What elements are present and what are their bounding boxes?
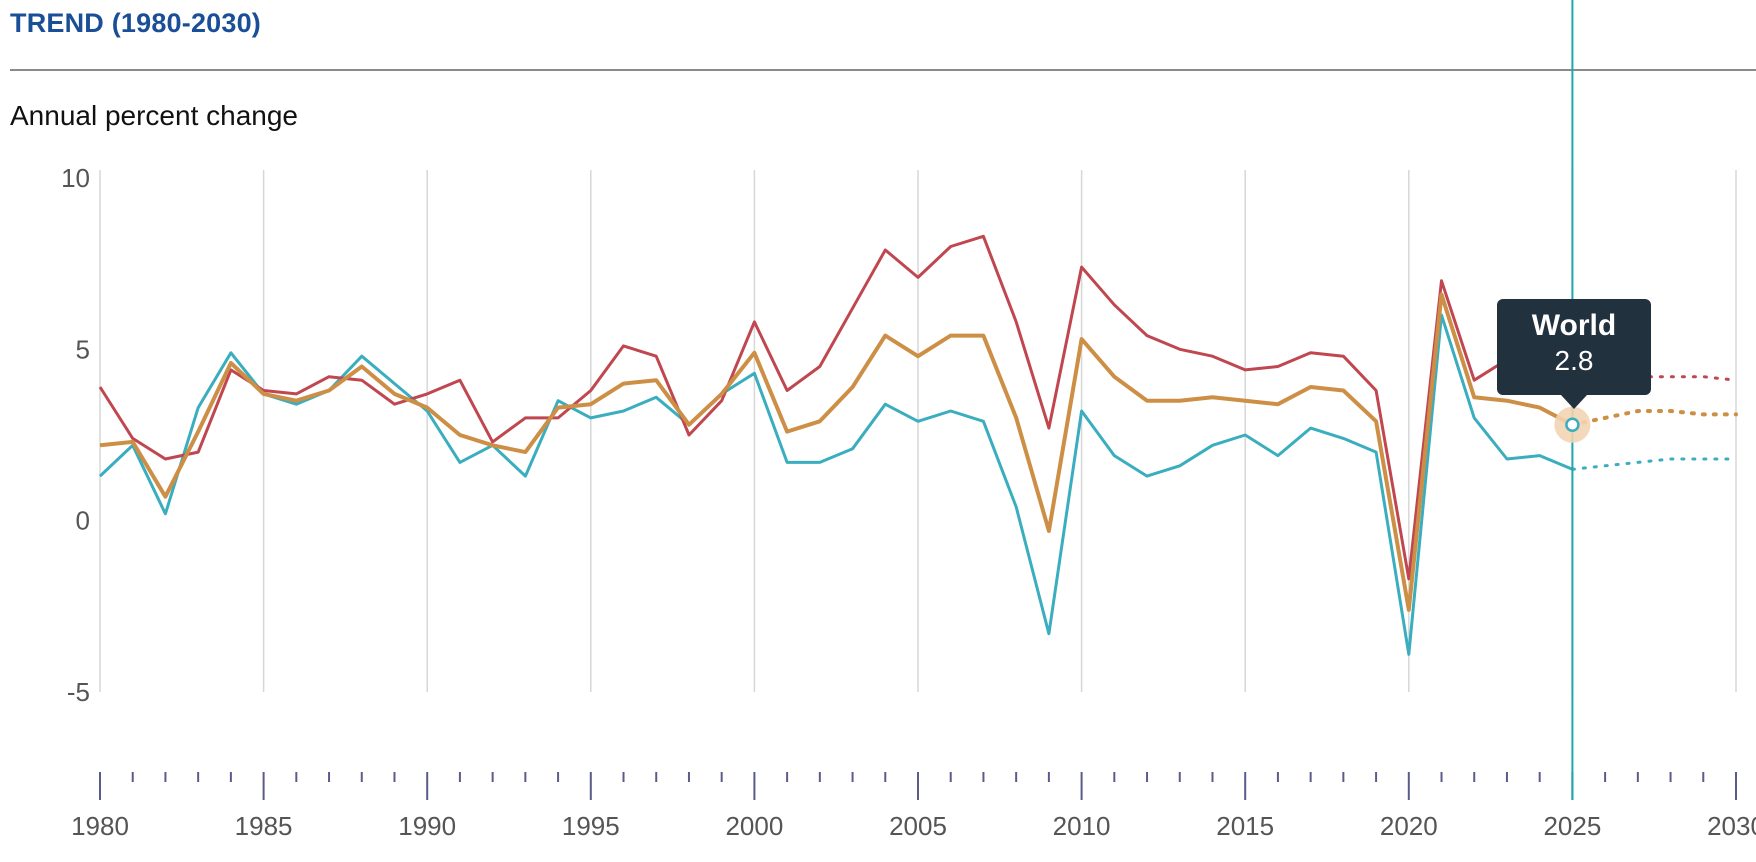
series-line-actual[interactable] [98,313,1573,656]
x-axis: 1980 1985 1990 1995 2000 2005 2010 2015 2020 2025… [71,772,1756,841]
x-tick-label: 2010 [1053,811,1111,841]
series-line-projection[interactable] [1570,409,1738,427]
x-tick-label: 1995 [562,811,620,841]
x-tick-label: 2015 [1216,811,1274,841]
x-tick-label: 2005 [889,811,947,841]
x-tick-label: 1985 [235,811,293,841]
y-axis-label: Annual percent change [10,100,298,131]
x-tick-label: 2025 [1543,811,1601,841]
tooltip-series: World [1531,309,1617,342]
x-tick-label: 2000 [725,811,783,841]
chart-title: TREND (1980-2030) [10,8,262,38]
x-tick-label: 1980 [71,811,129,841]
series-line-actual[interactable] [98,234,1573,581]
y-tick-label: 0 [76,506,90,536]
gridlines [99,170,1737,692]
y-axis-ticks: 10 5 0 -5 [61,163,90,707]
x-tick-label: 2020 [1380,811,1438,841]
y-tick-label: 10 [61,163,90,193]
series-lines[interactable] [98,234,1738,656]
tooltip-value: 2.8 [1554,345,1594,376]
x-tick-label: 1990 [398,811,456,841]
series-line-actual[interactable] [99,292,1574,612]
y-tick-label: 5 [76,334,90,364]
y-tick-label: -5 [67,677,90,707]
tooltip: World 2.8 [1497,299,1651,409]
series-1[interactable] [98,313,1738,656]
x-tick-label: 2030 [1707,811,1756,841]
series-line-projection[interactable] [1570,457,1738,471]
title-divider [10,69,1756,71]
highlight-point [1565,417,1580,432]
series-0[interactable] [99,292,1738,612]
